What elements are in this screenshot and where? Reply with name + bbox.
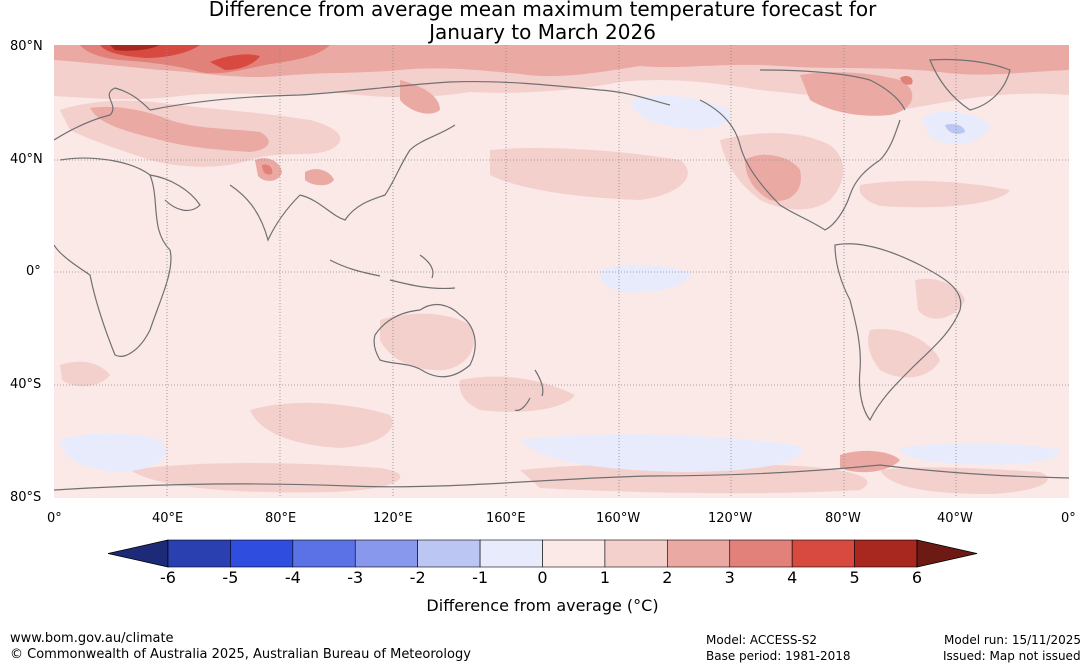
colorbar-tick-label: -2 [409, 568, 426, 587]
colorbar-bin [479, 539, 543, 568]
lon-label-80w: 80°W [825, 511, 861, 526]
lat-label-40n: 40°N [10, 152, 43, 167]
colorbar-tick-label: -4 [284, 568, 301, 587]
cool-region-greenland-core [945, 123, 965, 134]
anomaly-hotspot-kara [210, 54, 260, 70]
colorbar-tick-label: 4 [787, 568, 798, 587]
anomaly-hotspot-tibet [262, 164, 273, 175]
cool-region-equatorial-pacific [599, 264, 690, 293]
anomaly-region-kazakhstan [90, 106, 269, 152]
colorbar-bin [542, 539, 606, 568]
anomaly-region-mexico [745, 154, 801, 201]
coastlines [54, 58, 1069, 491]
lat-label-equator: 0° [26, 264, 41, 279]
colorbar-bin [167, 539, 231, 568]
cool-region-south-atlantic [900, 442, 1061, 465]
colorbar-label: Difference from average (°C) [426, 596, 659, 615]
colorbar-bin [230, 539, 294, 568]
lon-label-80e: 80°E [265, 511, 297, 526]
lon-label-160w: 160°W [596, 511, 641, 526]
anomaly-region-north-pacific [490, 148, 688, 200]
colorbar-bin [791, 539, 855, 568]
colorbar-tick-label: 0 [537, 568, 548, 587]
anomaly-hotspot-svalbard [110, 45, 160, 51]
anomaly-region-north-atlantic [859, 180, 1010, 208]
colorbar-min-arrow [107, 539, 169, 568]
lat-label-40s: 40°S [10, 377, 42, 392]
anomaly-region-southern-ocean-2 [520, 463, 868, 494]
colorbar-bin [354, 539, 418, 568]
anomaly-region-siberia [400, 80, 440, 114]
anomaly-region-australia [380, 313, 474, 371]
anomaly-region-weddell [880, 467, 1048, 494]
footer-copyright: © Commonwealth of Australia 2025, Austra… [10, 647, 471, 662]
colorbar-tick-label: 5 [849, 568, 860, 587]
footer-model: Model: ACCESS-S2 [706, 633, 818, 647]
footer-base-period: Base period: 1981-2018 [706, 649, 851, 663]
colorbar-tick-label: 3 [724, 568, 735, 587]
cool-region-alaska [630, 95, 731, 130]
anomaly-region-canada [800, 72, 913, 116]
anomaly-region-china [305, 169, 334, 186]
anomaly-region-indian-ocean [250, 402, 393, 448]
lat-label-80s: 80°S [10, 490, 42, 505]
footer-model-run: Model run: 15/11/2025 [944, 633, 1082, 647]
map-title-line-2: January to March 2026 [429, 20, 656, 44]
anomaly-region-south-america [868, 329, 940, 378]
colorbar-bin [729, 539, 793, 568]
colorbar-tick-label: -6 [160, 568, 176, 587]
colorbar-bin [854, 539, 918, 568]
map-title-line-1: Difference from average mean maximum tem… [208, 0, 877, 21]
colorbar [107, 539, 978, 568]
lon-label-160e: 160°E [486, 511, 526, 526]
colorbar-bin [417, 539, 481, 568]
footer-issued: Issued: Map not issued [943, 649, 1081, 663]
lon-label-0-left: 0° [47, 511, 62, 526]
lat-label-80n: 80°N [10, 39, 43, 54]
colorbar-max-arrow [916, 539, 978, 568]
anomaly-region-south-atlantic [60, 361, 110, 387]
colorbar-tick-label: 6 [911, 568, 923, 587]
colorbar-bin [604, 539, 668, 568]
lon-label-40e: 40°E [152, 511, 184, 526]
footer-website: www.bom.gov.au/climate [10, 631, 174, 646]
cool-region-southern-ocean-west [60, 433, 166, 472]
map-area [54, 45, 1069, 498]
lon-label-0-right: 0° [1061, 511, 1076, 526]
graticule [54, 45, 1069, 498]
colorbar-bin [292, 539, 356, 568]
lon-label-40w: 40°W [937, 511, 973, 526]
anomaly-hotspot-hudson [900, 76, 913, 85]
colorbar-tick-label: 1 [599, 568, 610, 587]
anomaly-region-brazil [915, 278, 965, 319]
lon-label-120e: 120°E [373, 511, 413, 526]
colorbar-tick-label: -3 [347, 568, 364, 587]
colorbar-tick-label: -5 [222, 568, 239, 587]
colorbar-bin [667, 539, 731, 568]
colorbar-tick-label: -1 [472, 568, 489, 587]
colorbar-tick-label: 2 [662, 568, 673, 587]
lon-label-120w: 120°W [708, 511, 753, 526]
